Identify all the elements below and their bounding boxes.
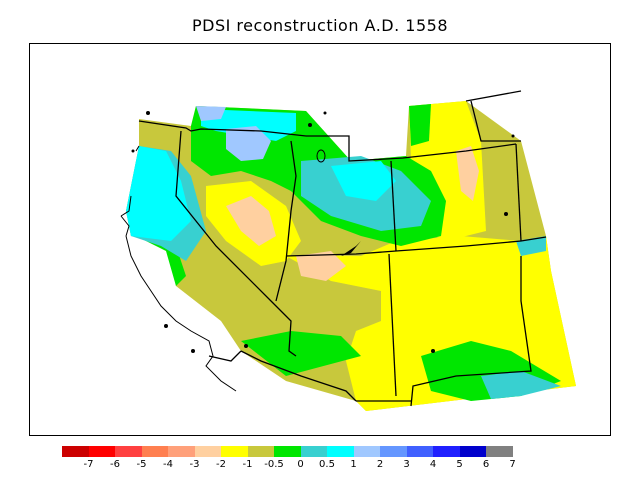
legend-tick-label: 0 — [297, 459, 304, 470]
pdsi-region-cyan-ne — [409, 104, 431, 146]
legend-tick-label: -6 — [110, 459, 120, 470]
legend-swatch — [194, 446, 221, 457]
legend-tick-label: 6 — [482, 459, 490, 470]
map-frame — [29, 43, 611, 436]
legend-ticks: -7 -6 -5 -4 -3 -2 -1 -0.5 0 0.5 1 2 3 4 5 6 7 — [0, 459, 640, 475]
legend-tick-label: -1 — [242, 459, 253, 470]
legend-swatch — [406, 446, 433, 457]
legend-tick-label: -0.5 — [264, 459, 284, 470]
legend-swatch — [88, 446, 115, 457]
legend-swatch — [247, 446, 274, 457]
legend-swatch — [221, 446, 248, 457]
color-legend — [62, 446, 513, 457]
coastline — [120, 145, 237, 392]
legend-tick-label: -3 — [189, 459, 200, 470]
legend-swatch — [486, 446, 513, 457]
legend-tick-label: -4 — [163, 459, 173, 470]
legend-swatch — [353, 446, 380, 457]
legend-tick-label: -2 — [216, 459, 226, 470]
pdsi-region-green-south — [241, 331, 361, 376]
map-title: PDSI reconstruction A.D. 1558 — [191, 16, 449, 35]
legend-swatch — [168, 446, 195, 457]
legend-swatch — [327, 446, 354, 457]
pdsi-region-cyan-center — [331, 161, 396, 201]
legend-swatch — [300, 446, 327, 457]
legend-tick-label: 2 — [376, 459, 384, 470]
legend-swatch — [274, 446, 301, 457]
legend-tick-label: 0.5 — [319, 459, 335, 470]
pdsi-region-lightblue-2 — [196, 106, 226, 121]
legend-swatch — [141, 446, 168, 457]
legend-tick-label: -7 — [83, 459, 94, 470]
legend-swatch — [115, 446, 142, 457]
legend-tick-label: 4 — [429, 459, 437, 470]
pdsi-map — [120, 90, 576, 411]
lakes — [131, 111, 515, 353]
legend-swatch — [433, 446, 460, 457]
legend-swatch — [380, 446, 407, 457]
pdsi-region-cyan-west — [126, 146, 191, 241]
legend-tick-label: 3 — [403, 459, 410, 470]
pdsi-region-cyan-north — [201, 109, 296, 141]
legend-tick-label: -5 — [136, 459, 147, 470]
pdsi-region-teal-se — [481, 371, 561, 399]
state-boundaries — [138, 90, 547, 407]
pdsi-region-orange-3 — [456, 146, 479, 201]
legend-tick-label: 1 — [350, 459, 357, 470]
pdsi-region-orange-1 — [226, 196, 276, 246]
legend-tick-label: 5 — [456, 459, 463, 470]
pdsi-region-orange-2 — [296, 251, 346, 281]
legend-swatch — [62, 446, 89, 457]
legend-swatch — [459, 446, 486, 457]
pdsi-region-lightblue — [226, 126, 271, 161]
legend-tick-label: 7 — [509, 459, 516, 470]
